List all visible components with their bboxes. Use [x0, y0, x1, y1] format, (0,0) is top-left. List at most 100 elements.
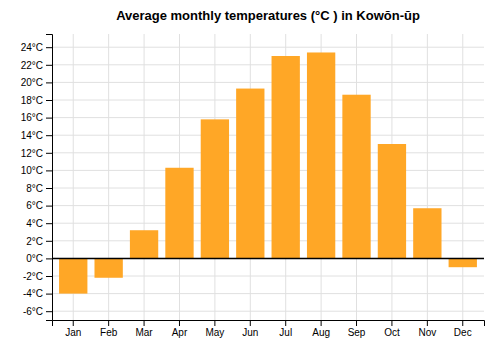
grid-line [52, 135, 484, 136]
y-tick: -4°C [23, 288, 52, 299]
tick-label: 16°C [21, 112, 43, 123]
tick-label: 12°C [21, 148, 43, 159]
x-tick: Apr [172, 320, 188, 338]
tick-mark [285, 320, 286, 326]
y-tick: -6°C [23, 306, 52, 317]
tick-label: Oct [384, 327, 400, 338]
axis-line [46, 35, 53, 321]
tick-mark [108, 320, 109, 326]
grid-line [52, 205, 484, 206]
tick-mark [46, 241, 52, 242]
tick-label: 18°C [21, 95, 43, 106]
grid [52, 34, 484, 320]
tick-label: Feb [100, 327, 118, 338]
tick-mark [391, 320, 392, 326]
bar [201, 119, 229, 258]
grid-line [52, 188, 484, 189]
bar [413, 208, 441, 258]
tick-label: 24°C [21, 42, 43, 53]
grid-line [52, 47, 484, 48]
y-tick: 14°C [21, 130, 52, 141]
grid-line [52, 100, 484, 101]
plot: -6°C -4°C -2°C 0°C 2°C 4°C 6°C 8°C 10°C 12°C 14°C 1… [21, 34, 485, 338]
y-tick: 10°C [21, 165, 52, 176]
grid-line [52, 258, 484, 259]
tick-mark [46, 118, 52, 119]
grid-line [52, 152, 484, 153]
axis-line [53, 321, 485, 327]
tick-label: May [205, 327, 224, 338]
grid-line [462, 34, 463, 320]
y-tick: 4°C [26, 218, 52, 229]
tick-mark [46, 100, 52, 101]
tick-label: Dec [454, 327, 472, 338]
bar [378, 144, 406, 258]
grid-line [52, 82, 484, 83]
tick-label: 20°C [21, 77, 43, 88]
chart: -6°C -4°C -2°C 0°C 2°C 4°C 6°C 8°C 10°C 12°C 14°C 1… [0, 0, 500, 350]
grid-line [427, 34, 428, 320]
bar [342, 95, 370, 259]
bar [236, 89, 264, 259]
y-tick: 24°C [21, 42, 52, 53]
tick-mark [46, 311, 52, 312]
x-axis: JanFebMarAprMayJunJulAugSepOctNovDec [53, 320, 485, 338]
tick-mark [356, 320, 357, 326]
x-tick: Nov [418, 320, 436, 338]
tick-label: Jun [242, 327, 258, 338]
tick-mark [46, 188, 52, 189]
grid-line [52, 117, 484, 118]
y-tick: 0°C [26, 253, 52, 264]
tick-label: 14°C [21, 130, 43, 141]
tick-label: Sep [348, 327, 366, 338]
tick-mark [462, 320, 463, 326]
x-tick: Oct [384, 320, 400, 338]
y-tick: 22°C [21, 60, 52, 71]
tick-label: Apr [172, 327, 188, 338]
bar [94, 258, 122, 277]
tick-mark [46, 65, 52, 66]
tick-label: 6°C [26, 200, 43, 211]
tick-label: -4°C [23, 288, 43, 299]
x-tick: Dec [454, 320, 472, 338]
zero-line [52, 258, 484, 260]
x-tick: Jun [242, 320, 258, 338]
tick-label: Jul [279, 327, 292, 338]
tick-label: 8°C [26, 183, 43, 194]
tick-mark [46, 276, 52, 277]
y-tick: 18°C [21, 95, 52, 106]
y-tick: 12°C [21, 148, 52, 159]
tick-mark [46, 82, 52, 83]
tick-label: 22°C [21, 60, 43, 71]
tick-label: Aug [312, 327, 330, 338]
tick-mark [46, 153, 52, 154]
tick-label: -6°C [23, 306, 43, 317]
tick-mark [46, 135, 52, 136]
tick-mark [46, 170, 52, 171]
tick-label: Nov [418, 327, 436, 338]
x-tick: May [205, 320, 224, 338]
tick-mark [321, 320, 322, 326]
tick-mark [46, 294, 52, 295]
tick-label: 4°C [26, 218, 43, 229]
tick-label: 10°C [21, 165, 43, 176]
tick-mark [250, 320, 251, 326]
tick-mark [144, 320, 145, 326]
x-tick: Aug [312, 320, 330, 338]
tick-mark [46, 206, 52, 207]
tick-mark [73, 320, 74, 326]
grid-line [52, 293, 484, 294]
tick-mark [46, 47, 52, 48]
bar [59, 258, 87, 293]
x-tick: Mar [135, 320, 153, 338]
x-tick: Sep [348, 320, 366, 338]
tick-mark [214, 320, 215, 326]
tick-label: 2°C [26, 236, 43, 247]
grid-line [52, 64, 484, 65]
y-axis: -6°C -4°C -2°C 0°C 2°C 4°C 6°C 8°C 10°C 12°C 14°C 1… [21, 35, 53, 321]
x-tick: Jul [279, 320, 292, 338]
y-tick: -2°C [23, 271, 52, 282]
bar [272, 56, 300, 258]
tick-label: -2°C [23, 271, 43, 282]
bar [130, 230, 158, 258]
